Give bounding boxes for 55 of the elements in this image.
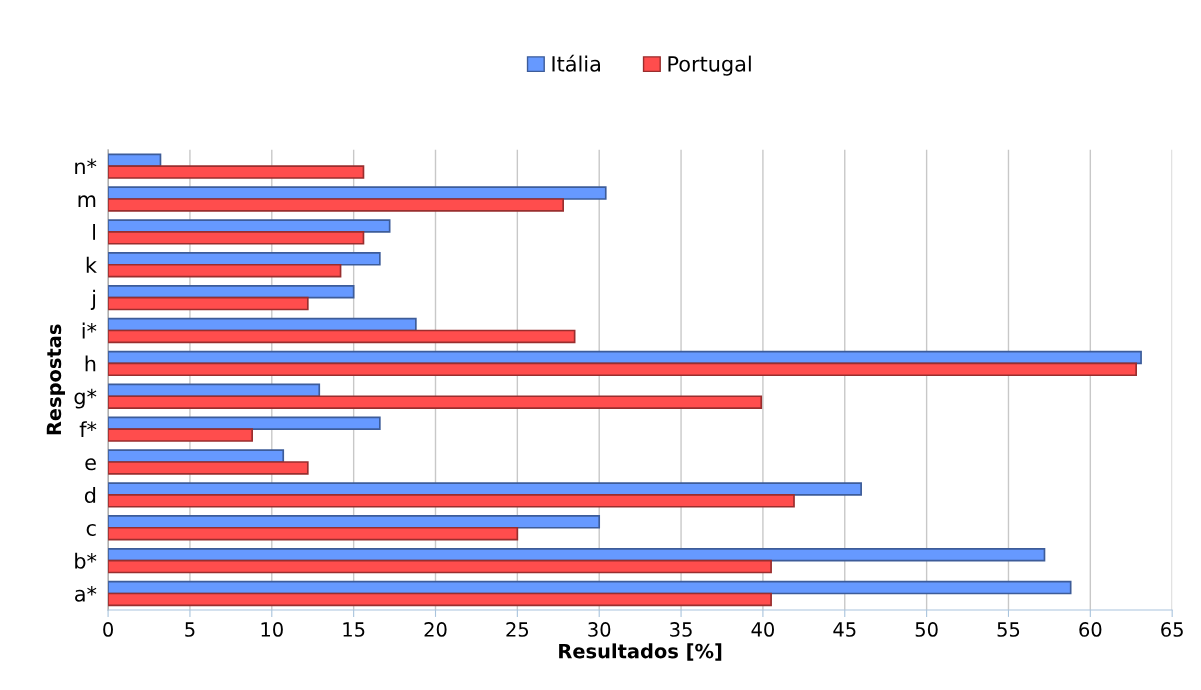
bar — [108, 252, 381, 266]
y-tick-label: l — [93, 224, 96, 240]
bar — [108, 592, 772, 607]
y-axis-title: Respostas — [46, 324, 65, 435]
y-tick-label: a* — [75, 585, 97, 602]
bar — [108, 186, 607, 200]
bar — [108, 284, 355, 299]
x-tick-label: 45 — [833, 622, 856, 637]
y-tick-label: j — [90, 289, 96, 310]
x-tick-label: 55 — [997, 622, 1020, 637]
x-tick-label: 10 — [261, 622, 283, 637]
x-tick-label: 40 — [751, 622, 774, 637]
x-tick-label: 25 — [506, 622, 529, 637]
bar — [108, 526, 519, 541]
x-tick-label: 20 — [424, 622, 447, 637]
bar — [108, 231, 365, 245]
x-tick-label: 0 — [103, 622, 113, 637]
bar — [108, 329, 576, 344]
legend-label: Portugal — [668, 55, 751, 76]
x-tick-label: 35 — [670, 622, 692, 637]
x-axis-title: Resultados [%] — [559, 643, 722, 661]
bar — [108, 515, 601, 529]
bar — [108, 494, 795, 508]
bar — [108, 219, 391, 233]
y-tick-label: h — [85, 355, 96, 372]
bar — [108, 362, 1137, 377]
bar — [108, 416, 381, 430]
y-tick-label: n* — [75, 158, 97, 175]
bar — [108, 559, 772, 574]
y-tick-label: f* — [79, 421, 97, 438]
bar — [108, 428, 253, 442]
y-tick-label: d — [84, 486, 96, 504]
x-tick-label: 5 — [185, 622, 195, 637]
bar — [108, 461, 309, 475]
y-tick-label: k — [86, 256, 97, 273]
y-tick-label: g* — [74, 388, 97, 409]
bar — [108, 482, 862, 496]
x-tick-label: 50 — [915, 622, 938, 637]
y-tick-label: b* — [75, 552, 97, 569]
x-tick-label: 60 — [1079, 622, 1102, 637]
x-tick-label: 65 — [1161, 622, 1183, 637]
bar — [108, 263, 342, 278]
x-tick-label: 15 — [343, 622, 365, 637]
bar — [108, 580, 1072, 595]
y-tick-label: c — [86, 524, 96, 536]
bar — [108, 165, 365, 179]
y-tick-label: e — [85, 458, 96, 471]
bar — [108, 395, 763, 409]
y-tick-label: i* — [82, 322, 97, 339]
legend-label: Itália — [552, 54, 600, 72]
bar — [108, 198, 565, 212]
x-tick-label: 30 — [588, 622, 611, 637]
bar — [108, 296, 309, 311]
y-tick-label: m — [78, 195, 96, 207]
bar — [108, 547, 1046, 562]
